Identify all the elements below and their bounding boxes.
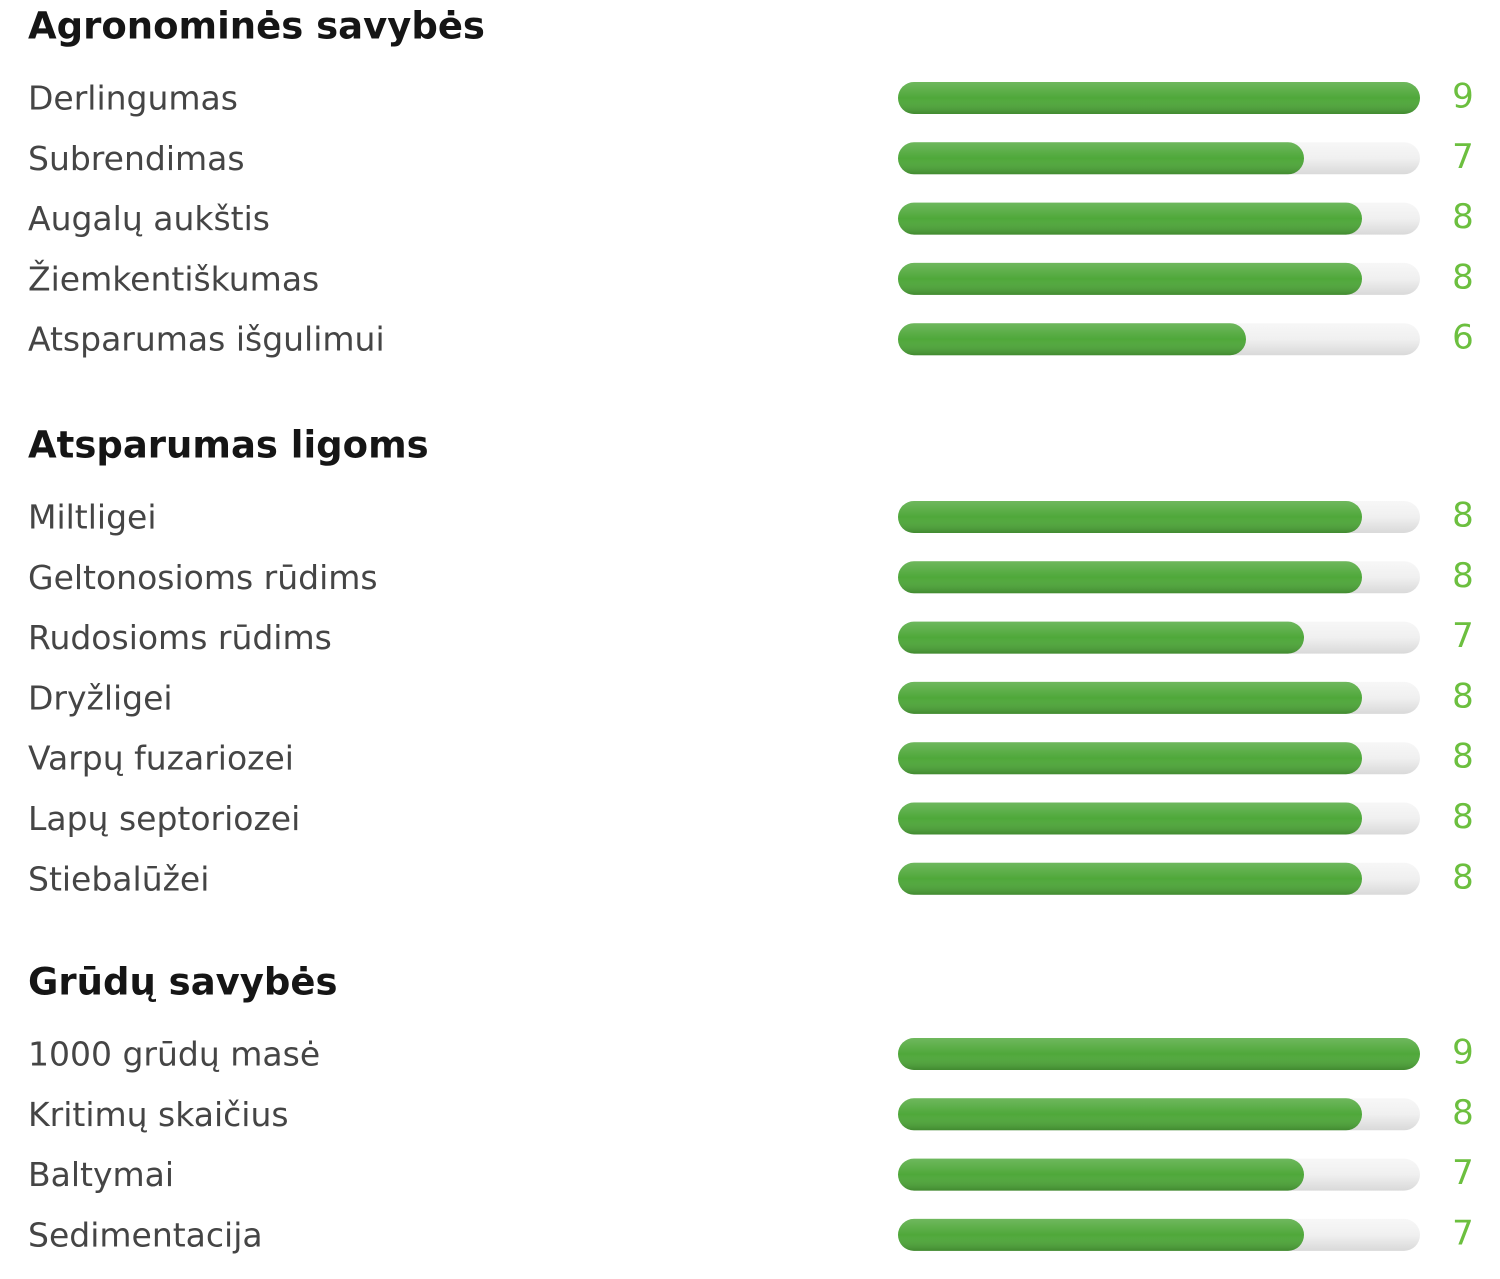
bar-shade bbox=[898, 501, 1362, 533]
value-label: 8 bbox=[1452, 556, 1474, 596]
bar-shade bbox=[898, 142, 1304, 175]
bar-shade bbox=[898, 802, 1362, 835]
value-label: 8 bbox=[1452, 676, 1474, 716]
value-label: 8 bbox=[1452, 257, 1474, 297]
row-label: Varpų fuzariozei bbox=[28, 739, 294, 778]
value-label: 7 bbox=[1452, 137, 1474, 177]
bar-shade bbox=[898, 82, 1420, 114]
section-title: Agronominės savybės bbox=[28, 5, 485, 48]
bar-shade bbox=[898, 621, 1304, 654]
row-label: Stiebalūžei bbox=[28, 859, 209, 898]
value-label: 8 bbox=[1452, 737, 1474, 777]
bar-shade bbox=[898, 202, 1362, 235]
bar-shade bbox=[898, 323, 1246, 356]
row-label: 1000 grūdų masė bbox=[28, 1035, 320, 1074]
section-title: Atsparumas ligoms bbox=[28, 424, 429, 467]
value-label: 8 bbox=[1452, 197, 1474, 237]
value-label: 7 bbox=[1452, 1153, 1474, 1193]
row-label: Augalų aukštis bbox=[28, 199, 270, 238]
section-title: Grūdų savybės bbox=[28, 961, 338, 1004]
bar-shade bbox=[898, 1158, 1304, 1191]
row-label: Kritimų skaičius bbox=[28, 1095, 289, 1134]
row-label: Sedimentacija bbox=[28, 1215, 263, 1254]
bar-shade bbox=[898, 561, 1362, 594]
row-label: Atsparumas išgulimui bbox=[28, 320, 385, 359]
value-label: 8 bbox=[1452, 1093, 1474, 1133]
bar-shade bbox=[898, 1218, 1304, 1251]
row-label: Geltonosioms rūdims bbox=[28, 558, 378, 597]
value-label: 9 bbox=[1452, 1033, 1474, 1073]
row-label: Lapų septoriozei bbox=[28, 799, 300, 838]
bar-shade bbox=[898, 862, 1362, 895]
row-label: Subrendimas bbox=[28, 139, 245, 178]
row-label: Miltligei bbox=[28, 498, 157, 537]
bar-shade bbox=[898, 262, 1362, 295]
bar-shade bbox=[898, 681, 1362, 714]
bar-shade bbox=[898, 742, 1362, 775]
value-label: 7 bbox=[1452, 616, 1474, 656]
bar-shade bbox=[898, 1038, 1420, 1070]
row-label: Baltymai bbox=[28, 1155, 174, 1194]
row-label: Žiemkentiškumas bbox=[28, 258, 319, 298]
value-label: 6 bbox=[1452, 318, 1474, 358]
value-label: 8 bbox=[1452, 496, 1474, 536]
value-label: 8 bbox=[1452, 797, 1474, 837]
value-label: 8 bbox=[1452, 857, 1474, 897]
bar-shade bbox=[898, 1098, 1362, 1131]
value-label: 7 bbox=[1452, 1213, 1474, 1253]
row-label: Derlingumas bbox=[28, 79, 238, 118]
value-label: 9 bbox=[1452, 77, 1474, 117]
row-label: Dryžligei bbox=[28, 678, 173, 717]
row-label: Rudosioms rūdims bbox=[28, 618, 332, 657]
